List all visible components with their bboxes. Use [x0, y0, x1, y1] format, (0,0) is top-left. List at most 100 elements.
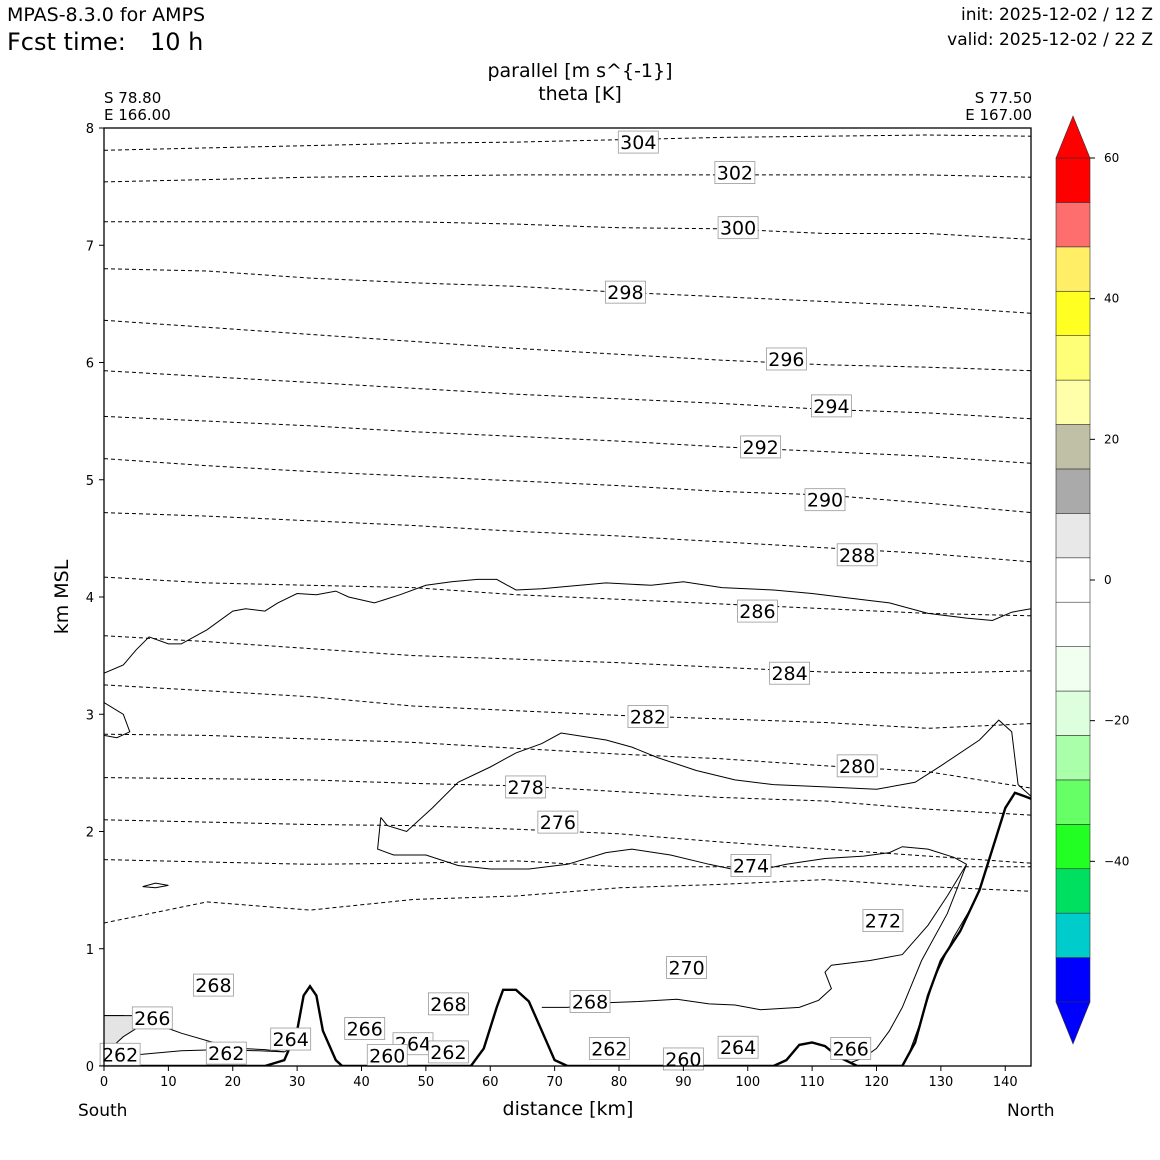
- y-tick-label: 5: [86, 474, 94, 489]
- y-axis-ticks: 0 1 2 3 4 5 6 7 8: [86, 122, 104, 1075]
- colorbar-segment: [1055, 735, 1091, 781]
- colorbar-min-extension: [1055, 1001, 1091, 1045]
- theta-contour-294: [104, 370, 1031, 420]
- valid-time: valid: 2025-12-02 / 22 Z: [947, 30, 1153, 50]
- y-tick-label: 0: [86, 1060, 94, 1075]
- parallel-contour: [380, 719, 1031, 833]
- contour-label-text: 262: [591, 1038, 627, 1060]
- theta-contour-282: [104, 684, 1031, 729]
- y-tick-label: 4: [86, 591, 94, 606]
- contour-label-text: 262: [430, 1042, 466, 1064]
- y-tick-label: 3: [86, 708, 94, 723]
- colorbar-segment: [1055, 468, 1091, 514]
- y-axis-label: km MSL: [51, 559, 73, 635]
- colorbar-segment: [1055, 779, 1091, 825]
- colorbar-segment: [1055, 824, 1091, 870]
- colorbar-tick-label: −40: [1104, 854, 1129, 868]
- colorbar-tick-label: 20: [1104, 432, 1119, 446]
- colorbar-segment: [1055, 157, 1091, 203]
- contour-label-text: 276: [540, 812, 576, 834]
- contour-label: 294: [811, 394, 852, 418]
- contour-label-text: 296: [768, 349, 804, 371]
- contour-label: 296: [765, 347, 807, 371]
- contour-label: 304: [617, 130, 659, 154]
- contour-label-text: 286: [739, 601, 775, 623]
- theta-contours: [104, 134, 1031, 924]
- colorbar-tick-label: 60: [1104, 151, 1119, 165]
- theta-contour-292: [104, 415, 1031, 464]
- x-tick-label: 120: [864, 1075, 889, 1090]
- theta-contour-280: [104, 733, 1031, 789]
- colorbar-segment: [1055, 202, 1091, 248]
- north-label: North: [1007, 1101, 1055, 1121]
- contour-label-text: 268: [430, 994, 466, 1016]
- x-tick-label: 90: [675, 1075, 692, 1090]
- x-tick-label: 70: [546, 1075, 563, 1090]
- contour-label: 268: [428, 992, 469, 1016]
- contour-label-text: 264: [273, 1029, 309, 1051]
- contour-label-text: 260: [369, 1045, 405, 1067]
- contour-label: 260: [366, 1044, 408, 1067]
- terrain-profile: [104, 791, 1031, 1066]
- contour-label-text: 268: [195, 975, 231, 997]
- contour-label-text: 290: [807, 490, 843, 512]
- colorbar-tick-label: 40: [1104, 292, 1119, 306]
- contour-label: 298: [605, 280, 646, 304]
- x-tick-label: 40: [353, 1075, 370, 1090]
- x-tick-label: 10: [160, 1075, 177, 1090]
- contour-label: 262: [428, 1040, 469, 1064]
- theta-contour-288: [104, 512, 1031, 563]
- contour-label: 262: [205, 1041, 247, 1065]
- contour-label-text: 266: [134, 1008, 170, 1030]
- y-tick-label: 2: [86, 826, 94, 841]
- colorbar-tick-label: 0: [1104, 573, 1112, 587]
- y-tick-label: 7: [86, 239, 94, 254]
- contour-label: 268: [569, 990, 611, 1014]
- colorbar-segment: [1055, 957, 1091, 1003]
- colorbar-segment: [1055, 601, 1091, 647]
- x-tick-label: 100: [735, 1075, 760, 1090]
- contour-label: 262: [588, 1037, 630, 1060]
- y-tick-label: 1: [86, 943, 94, 958]
- x-tick-label: 20: [224, 1075, 241, 1090]
- contour-label: 288: [836, 543, 878, 567]
- contour-label: 264: [717, 1035, 759, 1059]
- contour-label-text: 262: [208, 1043, 244, 1065]
- theta-contour-300: [104, 221, 1031, 240]
- contour-label: 266: [830, 1037, 872, 1060]
- theta-contour-274: [104, 859, 1031, 868]
- x-tick-label: 0: [100, 1075, 108, 1090]
- contour-label-text: 304: [620, 132, 656, 154]
- contour-label-text: 294: [813, 396, 849, 418]
- contour-label: 292: [740, 435, 782, 459]
- theta-contour-284: [104, 635, 1031, 674]
- start-lat: S 78.80: [104, 89, 162, 107]
- contour-label-text: 270: [668, 958, 704, 980]
- contour-label: 266: [344, 1017, 386, 1040]
- south-label: South: [78, 1101, 128, 1121]
- contour-label-text: 302: [717, 163, 753, 185]
- contour-label: 302: [714, 161, 756, 185]
- contour-label-text: 280: [839, 756, 875, 778]
- contour-label-text: 278: [508, 777, 544, 799]
- colorbar-max-extension: [1055, 115, 1091, 159]
- theta-contour-298: [104, 268, 1031, 314]
- theta-contour-278: [104, 777, 1031, 816]
- parallel-contour: [142, 882, 169, 889]
- contour-label-text: 262: [102, 1044, 138, 1066]
- contour-label-text: 274: [733, 856, 769, 878]
- x-tick-label: 80: [611, 1075, 628, 1090]
- theta-contour-302: [104, 174, 1031, 183]
- theta-contour-286: [104, 576, 1031, 617]
- colorbar-segment: [1055, 557, 1091, 603]
- contour-label: 280: [836, 754, 878, 778]
- contour-label: 282: [627, 705, 669, 729]
- init-time: init: 2025-12-02 / 12 Z: [960, 5, 1153, 25]
- colorbar-segment: [1055, 513, 1091, 559]
- x-tick-label: 50: [418, 1075, 435, 1090]
- y-tick-label: 8: [86, 122, 94, 137]
- colorbar-segment: [1055, 690, 1091, 736]
- chart-title-line1: parallel [m s^{-1}]: [487, 60, 673, 82]
- x-tick-label: 60: [482, 1075, 499, 1090]
- contour-label: 262: [99, 1042, 141, 1066]
